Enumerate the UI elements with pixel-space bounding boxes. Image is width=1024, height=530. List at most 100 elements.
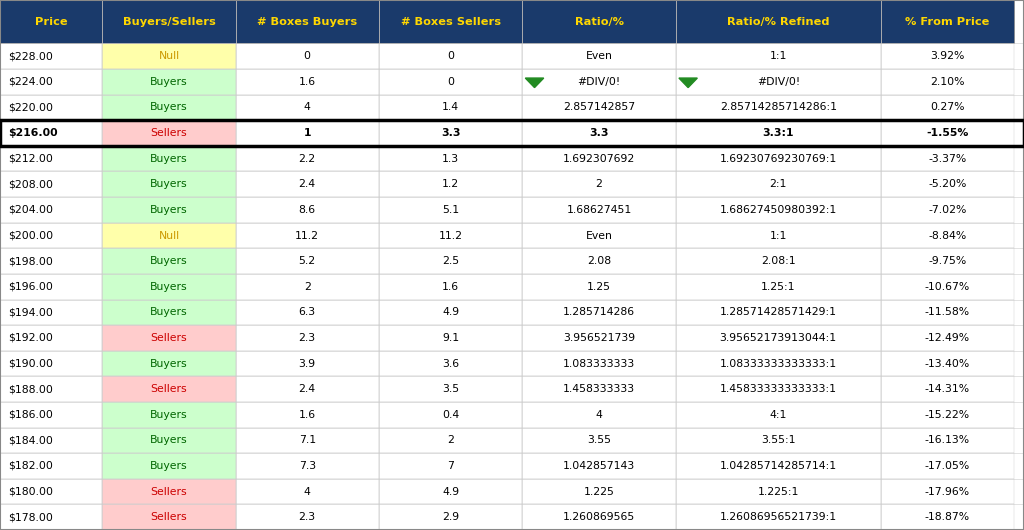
Bar: [881, 120, 1014, 146]
Text: 7.3: 7.3: [299, 461, 315, 471]
Bar: [522, 95, 676, 120]
Text: 1.45833333333333:1: 1.45833333333333:1: [720, 384, 837, 394]
Bar: [676, 146, 881, 172]
Text: 2.85714285714286:1: 2.85714285714286:1: [720, 102, 837, 112]
Bar: [379, 351, 522, 376]
Text: 1.285714286: 1.285714286: [563, 307, 635, 317]
Text: 4: 4: [304, 102, 310, 112]
Bar: [522, 376, 676, 402]
Bar: [379, 146, 522, 172]
Bar: [236, 274, 379, 299]
Text: -14.31%: -14.31%: [925, 384, 970, 394]
Bar: [236, 146, 379, 172]
Bar: [102, 197, 236, 223]
Text: 1.083333333: 1.083333333: [563, 359, 635, 368]
Text: $194.00: $194.00: [8, 307, 53, 317]
Bar: [676, 453, 881, 479]
Bar: [676, 120, 881, 146]
Text: 1.25: 1.25: [587, 282, 611, 292]
Bar: [102, 325, 236, 351]
Text: 2.857142857: 2.857142857: [563, 102, 635, 112]
Text: 1:1: 1:1: [770, 51, 786, 61]
Bar: [236, 43, 379, 69]
Bar: [102, 428, 236, 453]
Bar: [102, 146, 236, 172]
Text: 1.225:1: 1.225:1: [758, 487, 799, 497]
Text: Buyers: Buyers: [151, 77, 187, 87]
Bar: [236, 428, 379, 453]
Text: 1:1: 1:1: [770, 231, 786, 241]
Bar: [0, 0, 102, 43]
Text: 4.9: 4.9: [442, 307, 459, 317]
Bar: [676, 505, 881, 530]
Bar: [0, 274, 102, 299]
Bar: [379, 69, 522, 95]
Bar: [0, 223, 102, 249]
Bar: [676, 325, 881, 351]
Text: 3.55:1: 3.55:1: [761, 435, 796, 445]
Bar: [881, 428, 1014, 453]
Text: -12.49%: -12.49%: [925, 333, 970, 343]
Text: 1.2: 1.2: [442, 179, 459, 189]
Text: 1.6: 1.6: [299, 410, 315, 420]
Bar: [881, 402, 1014, 428]
Bar: [379, 223, 522, 249]
Bar: [0, 299, 102, 325]
Bar: [881, 223, 1014, 249]
Bar: [881, 69, 1014, 95]
Text: $198.00: $198.00: [8, 256, 53, 266]
Bar: [676, 274, 881, 299]
Text: -7.02%: -7.02%: [928, 205, 967, 215]
Bar: [676, 428, 881, 453]
Bar: [379, 249, 522, 274]
Bar: [102, 479, 236, 505]
Bar: [676, 223, 881, 249]
Bar: [522, 172, 676, 197]
Text: $184.00: $184.00: [8, 435, 53, 445]
Text: -10.67%: -10.67%: [925, 282, 970, 292]
Text: 1.6: 1.6: [299, 77, 315, 87]
Text: 3.92%: 3.92%: [930, 51, 965, 61]
Text: #DIV/0!: #DIV/0!: [578, 77, 621, 87]
Text: 2.5: 2.5: [442, 256, 459, 266]
Bar: [676, 197, 881, 223]
Text: 3.5: 3.5: [442, 384, 459, 394]
Text: Sellers: Sellers: [151, 512, 187, 522]
Text: $220.00: $220.00: [8, 102, 53, 112]
Bar: [676, 95, 881, 120]
Text: #DIV/0!: #DIV/0!: [757, 77, 800, 87]
Bar: [522, 299, 676, 325]
Text: -1.55%: -1.55%: [926, 128, 969, 138]
Bar: [379, 453, 522, 479]
Bar: [102, 274, 236, 299]
Bar: [0, 197, 102, 223]
Text: Buyers: Buyers: [151, 359, 187, 368]
Bar: [881, 249, 1014, 274]
Text: 2:1: 2:1: [770, 179, 786, 189]
Bar: [102, 505, 236, 530]
Text: -11.58%: -11.58%: [925, 307, 970, 317]
Text: Ratio/% Refined: Ratio/% Refined: [727, 17, 829, 26]
Text: Buyers: Buyers: [151, 410, 187, 420]
Bar: [522, 479, 676, 505]
Bar: [522, 428, 676, 453]
Text: 4: 4: [304, 487, 310, 497]
Bar: [102, 69, 236, 95]
Text: $196.00: $196.00: [8, 282, 53, 292]
Bar: [379, 0, 522, 43]
Bar: [881, 505, 1014, 530]
Text: Sellers: Sellers: [151, 487, 187, 497]
Bar: [676, 299, 881, 325]
Text: 5.1: 5.1: [442, 205, 459, 215]
Bar: [522, 402, 676, 428]
Text: 0: 0: [447, 51, 454, 61]
Text: Buyers: Buyers: [151, 461, 187, 471]
Text: 9.1: 9.1: [442, 333, 459, 343]
Bar: [236, 69, 379, 95]
Text: -5.20%: -5.20%: [928, 179, 967, 189]
Text: 4: 4: [596, 410, 602, 420]
Text: $186.00: $186.00: [8, 410, 53, 420]
Bar: [102, 172, 236, 197]
Bar: [881, 376, 1014, 402]
Bar: [102, 351, 236, 376]
